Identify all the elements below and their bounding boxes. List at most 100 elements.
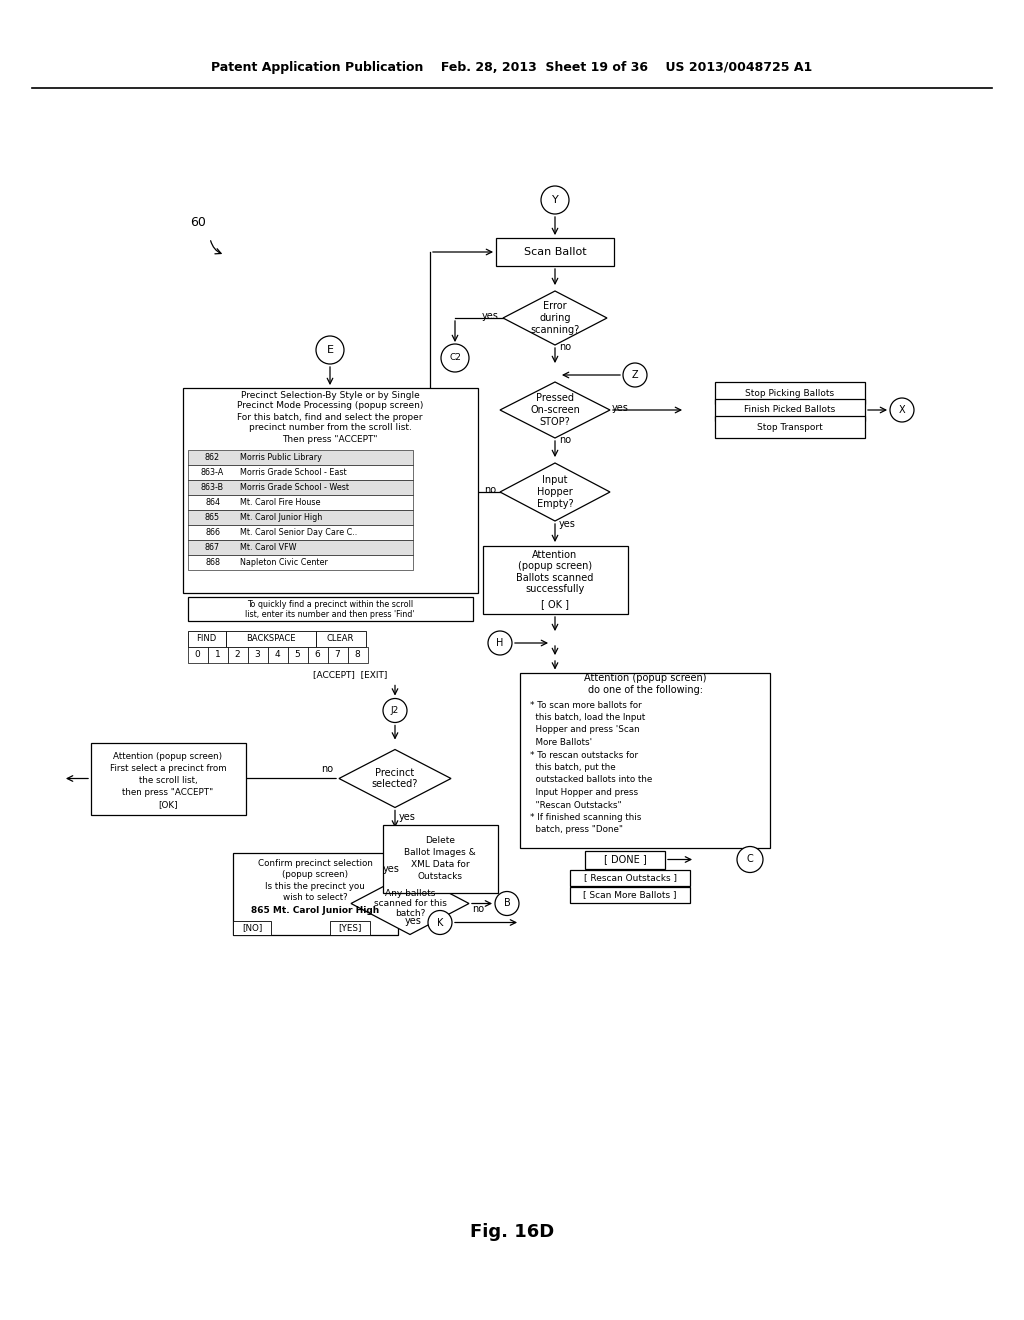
Text: 0: 0 xyxy=(195,649,201,659)
Circle shape xyxy=(428,911,452,935)
Polygon shape xyxy=(339,750,451,808)
Text: 6: 6 xyxy=(314,649,321,659)
Text: no: no xyxy=(559,342,571,352)
Text: [YES]: [YES] xyxy=(338,923,361,932)
Text: 865 Mt. Carol Junior High: 865 Mt. Carol Junior High xyxy=(251,906,379,915)
FancyBboxPatch shape xyxy=(383,825,498,892)
Text: First select a precinct from: First select a precinct from xyxy=(110,764,226,774)
FancyBboxPatch shape xyxy=(187,647,208,663)
Text: this batch, put the: this batch, put the xyxy=(530,763,615,772)
Circle shape xyxy=(890,399,914,422)
Text: Patent Application Publication    Feb. 28, 2013  Sheet 19 of 36    US 2013/00487: Patent Application Publication Feb. 28, … xyxy=(211,62,813,74)
FancyBboxPatch shape xyxy=(227,647,248,663)
Text: Precinct Mode Processing (popup screen): Precinct Mode Processing (popup screen) xyxy=(237,401,423,411)
Text: Error
during
scanning?: Error during scanning? xyxy=(530,301,580,334)
FancyBboxPatch shape xyxy=(187,480,413,495)
Text: J2: J2 xyxy=(391,706,399,715)
FancyBboxPatch shape xyxy=(570,887,690,903)
FancyBboxPatch shape xyxy=(288,647,307,663)
Text: Confirm precinct selection: Confirm precinct selection xyxy=(258,859,373,869)
Text: precinct number from the scroll list.: precinct number from the scroll list. xyxy=(249,424,412,433)
Text: 2: 2 xyxy=(234,649,241,659)
FancyBboxPatch shape xyxy=(187,540,413,554)
Text: no: no xyxy=(472,903,484,913)
FancyBboxPatch shape xyxy=(187,450,413,465)
Text: Stop Picking Ballots: Stop Picking Ballots xyxy=(745,388,835,397)
Circle shape xyxy=(495,891,519,916)
Text: H: H xyxy=(497,638,504,648)
FancyBboxPatch shape xyxy=(187,597,472,620)
FancyBboxPatch shape xyxy=(182,388,477,593)
Text: 865: 865 xyxy=(205,513,220,521)
Text: the scroll list,: the scroll list, xyxy=(138,776,198,785)
Text: BACKSPACE: BACKSPACE xyxy=(246,634,295,643)
Circle shape xyxy=(441,345,469,372)
Text: 863-A: 863-A xyxy=(201,469,224,477)
Text: list, enter its number and then press 'Find': list, enter its number and then press 'F… xyxy=(246,610,415,619)
Text: Hopper and press 'Scan: Hopper and press 'Scan xyxy=(530,726,640,734)
Text: B: B xyxy=(504,899,510,908)
Text: 7: 7 xyxy=(335,649,340,659)
Text: Pressed
On-screen
STOP?: Pressed On-screen STOP? xyxy=(530,393,580,426)
Text: Mt. Carol VFW: Mt. Carol VFW xyxy=(241,543,297,552)
Text: Ballot Images &: Ballot Images & xyxy=(404,847,476,857)
FancyBboxPatch shape xyxy=(90,742,246,814)
Text: 4: 4 xyxy=(274,649,281,659)
Text: For this batch, find and select the proper: For this batch, find and select the prop… xyxy=(238,412,423,421)
Text: Attention
(popup screen)
Ballots scanned
successfully: Attention (popup screen) Ballots scanned… xyxy=(516,549,594,594)
Text: batch, press "Done": batch, press "Done" xyxy=(530,825,623,834)
Text: Attention (popup screen): Attention (popup screen) xyxy=(584,673,707,682)
Text: [ OK ]: [ OK ] xyxy=(541,599,569,609)
Text: no: no xyxy=(321,763,333,774)
Text: Z: Z xyxy=(632,370,638,380)
FancyBboxPatch shape xyxy=(520,672,770,847)
Text: Precinct
selected?: Precinct selected? xyxy=(372,768,418,789)
Text: 862: 862 xyxy=(205,453,220,462)
Text: [NO]: [NO] xyxy=(242,923,262,932)
FancyBboxPatch shape xyxy=(267,647,288,663)
Text: yes: yes xyxy=(406,916,422,927)
FancyBboxPatch shape xyxy=(233,920,271,935)
Text: FIND: FIND xyxy=(197,634,217,643)
Text: wish to select?: wish to select? xyxy=(283,894,347,902)
Text: Morris Public Library: Morris Public Library xyxy=(241,453,323,462)
Circle shape xyxy=(541,186,569,214)
Text: Any ballots
scanned for this
batch?: Any ballots scanned for this batch? xyxy=(374,888,446,919)
FancyBboxPatch shape xyxy=(248,647,267,663)
FancyBboxPatch shape xyxy=(225,631,315,647)
Text: outstacked ballots into the: outstacked ballots into the xyxy=(530,776,652,784)
Text: Morris Grade School - West: Morris Grade School - West xyxy=(241,483,349,492)
FancyBboxPatch shape xyxy=(496,238,614,267)
Text: Stop Transport: Stop Transport xyxy=(757,422,823,432)
Text: Delete: Delete xyxy=(425,836,455,845)
Text: do one of the following:: do one of the following: xyxy=(588,685,702,696)
Text: C: C xyxy=(746,854,754,865)
Circle shape xyxy=(737,846,763,873)
Text: 60: 60 xyxy=(190,215,206,228)
Text: Mt. Carol Junior High: Mt. Carol Junior High xyxy=(241,513,323,521)
Text: 863-B: 863-B xyxy=(201,483,224,492)
Text: 868: 868 xyxy=(205,558,220,568)
Text: 8: 8 xyxy=(354,649,360,659)
FancyBboxPatch shape xyxy=(715,416,865,438)
Text: 867: 867 xyxy=(205,543,220,552)
Text: * If finished scanning this: * If finished scanning this xyxy=(530,813,641,822)
Text: E: E xyxy=(327,345,334,355)
Text: [ Rescan Outstacks ]: [ Rescan Outstacks ] xyxy=(584,873,677,882)
Text: Y: Y xyxy=(552,195,558,205)
FancyBboxPatch shape xyxy=(187,510,413,525)
FancyBboxPatch shape xyxy=(328,647,347,663)
Text: Scan Ballot: Scan Ballot xyxy=(523,247,587,257)
Text: [ Scan More Ballots ]: [ Scan More Ballots ] xyxy=(584,890,677,899)
FancyBboxPatch shape xyxy=(208,647,227,663)
Text: 864: 864 xyxy=(205,498,220,507)
Text: Finish Picked Ballots: Finish Picked Ballots xyxy=(744,405,836,414)
FancyBboxPatch shape xyxy=(347,647,368,663)
Text: 3: 3 xyxy=(255,649,260,659)
Text: yes: yes xyxy=(559,519,575,529)
Text: [OK]: [OK] xyxy=(158,800,178,809)
Circle shape xyxy=(488,631,512,655)
Text: yes: yes xyxy=(482,312,499,321)
Text: K: K xyxy=(437,917,443,928)
FancyBboxPatch shape xyxy=(715,381,865,404)
